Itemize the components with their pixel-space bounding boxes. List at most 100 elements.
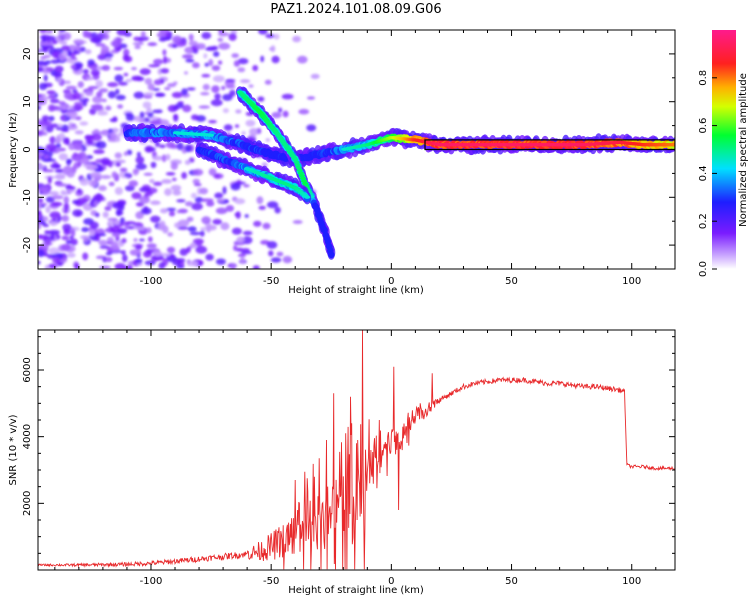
spectrogram-speckle bbox=[230, 183, 241, 191]
spectrogram-speckle bbox=[210, 99, 223, 107]
spectrogram-speckle bbox=[100, 175, 112, 179]
spectrogram-speckle bbox=[61, 243, 71, 251]
spectrogram-speckle bbox=[195, 245, 207, 254]
spectrogram-speckle bbox=[265, 138, 270, 142]
spectrogram-speckle bbox=[47, 94, 56, 100]
spectrogram-speckle bbox=[160, 68, 170, 74]
spectrogram-speckle bbox=[90, 69, 100, 76]
spectrogram-speckle bbox=[223, 124, 233, 131]
spectrogram-speckle bbox=[82, 69, 89, 74]
spectrogram-speckle bbox=[59, 30, 66, 33]
spectrogram-speckle bbox=[150, 200, 161, 205]
spectrogram-x-axis-label: Height of straight line (km) bbox=[288, 285, 424, 296]
spectrogram-speckle bbox=[82, 100, 88, 107]
spectrogram-speckle bbox=[124, 112, 134, 117]
spectrogram-speckle bbox=[165, 153, 171, 161]
spectrogram-speckle bbox=[101, 65, 111, 71]
spectrogram-speckle bbox=[265, 33, 275, 39]
spectrogram-speckle bbox=[57, 77, 62, 83]
spectrogram-speckle bbox=[63, 229, 71, 235]
spectrogram-speckle bbox=[122, 54, 130, 62]
spectrogram-speckle bbox=[152, 155, 164, 161]
spectrogram-speckle bbox=[54, 164, 61, 169]
spectrogram-speckle bbox=[56, 183, 68, 187]
spectrogram-speckle bbox=[94, 168, 103, 172]
spectrogram-speckle bbox=[138, 36, 149, 41]
spectrogram-speckle bbox=[190, 192, 197, 199]
spectrogram-speckle bbox=[89, 36, 101, 43]
spectrogram-speckle bbox=[86, 77, 94, 81]
colorbar-label: Normalized spectral amplitude bbox=[738, 73, 749, 227]
spectrogram-speckle bbox=[98, 185, 107, 192]
spectrogram-speckle bbox=[192, 178, 200, 185]
spectrogram-speckle bbox=[184, 201, 194, 207]
spectrogram-speckle bbox=[38, 186, 49, 193]
spectrogram-speckle bbox=[201, 73, 211, 78]
colorbar-tick-label: 0.8 bbox=[698, 70, 709, 86]
spectrogram-speckle bbox=[278, 107, 283, 113]
spectrogram-speckle bbox=[62, 223, 72, 232]
spectrogram-speckle bbox=[261, 162, 268, 168]
y-tick-label: 2000 bbox=[22, 491, 33, 516]
colorbar-tick-label: 0.2 bbox=[698, 213, 709, 229]
spectrogram-speckle bbox=[211, 65, 221, 71]
spectrogram-speckle bbox=[292, 35, 301, 43]
spectrogram-speckle bbox=[135, 244, 143, 251]
spectrogram-speckle bbox=[172, 189, 182, 196]
spectrogram-speckle bbox=[42, 44, 54, 49]
spectrogram-speckle bbox=[229, 89, 236, 97]
spectrogram-speckle bbox=[146, 191, 154, 195]
spectrogram-speckle bbox=[89, 229, 95, 237]
spectrogram-speckle bbox=[143, 250, 152, 258]
spectrogram-speckle bbox=[54, 138, 62, 144]
spectrogram-speckle bbox=[75, 116, 82, 121]
spectrogram-speckle bbox=[43, 74, 48, 82]
spectrogram-speckle bbox=[38, 118, 42, 123]
spectrogram-speckle bbox=[98, 239, 108, 246]
spectrogram-speckle bbox=[147, 83, 155, 91]
spectrogram-speckle bbox=[306, 96, 316, 100]
spectrogram-speckle bbox=[75, 44, 81, 52]
spectrogram-speckle bbox=[163, 55, 168, 64]
spectrogram-speckle bbox=[124, 173, 129, 177]
spectrogram-peak bbox=[292, 157, 299, 162]
spectrogram-speckle bbox=[92, 104, 104, 111]
spectrogram-speckle bbox=[38, 203, 42, 210]
spectrogram-speckle bbox=[171, 91, 183, 99]
spectrogram-speckle bbox=[108, 181, 115, 187]
spectrogram-feature-1 bbox=[235, 86, 336, 260]
spectrogram-speckle bbox=[146, 227, 152, 234]
spectrogram-speckle bbox=[44, 230, 53, 235]
x-tick-label: 50 bbox=[505, 576, 518, 587]
spectrogram-speckle bbox=[243, 184, 250, 188]
spectrogram-speckle bbox=[46, 35, 56, 42]
spectrogram-speckle bbox=[152, 109, 163, 114]
spectrogram-speckle bbox=[45, 67, 55, 72]
spectrogram-speckle bbox=[60, 115, 66, 121]
spectrogram-speckle bbox=[111, 171, 118, 179]
spectrogram-speckle bbox=[282, 110, 289, 118]
spectrogram-speckle bbox=[257, 96, 265, 102]
spectrogram-speckle bbox=[114, 152, 123, 159]
spectrogram-speckle bbox=[38, 234, 42, 240]
spectrogram-speckle bbox=[138, 238, 145, 242]
spectrogram-speckle bbox=[58, 104, 70, 110]
spectrogram-speckle bbox=[166, 246, 176, 254]
spectrogram-speckle bbox=[48, 191, 60, 196]
spectrogram-speckle bbox=[50, 233, 55, 241]
spectrogram-speckle bbox=[38, 223, 42, 230]
spectrogram-speckle bbox=[134, 45, 141, 50]
spectrogram-speckle bbox=[109, 131, 117, 139]
spectrogram-peak bbox=[672, 143, 675, 147]
spectrogram-speckle bbox=[133, 91, 144, 99]
spectrogram-speckle bbox=[271, 111, 282, 119]
spectrogram-speckle bbox=[143, 172, 153, 176]
spectrogram-speckle bbox=[39, 42, 52, 46]
spectrogram-speckle bbox=[135, 156, 145, 164]
colorbar-gradient bbox=[712, 30, 736, 269]
spectrogram-speckle bbox=[201, 198, 214, 202]
spectrogram-speckle bbox=[139, 196, 150, 204]
colorbar-tick-label: 0.0 bbox=[698, 261, 709, 277]
spectrogram-speckle bbox=[152, 250, 162, 257]
spectrogram-speckle bbox=[70, 64, 77, 69]
